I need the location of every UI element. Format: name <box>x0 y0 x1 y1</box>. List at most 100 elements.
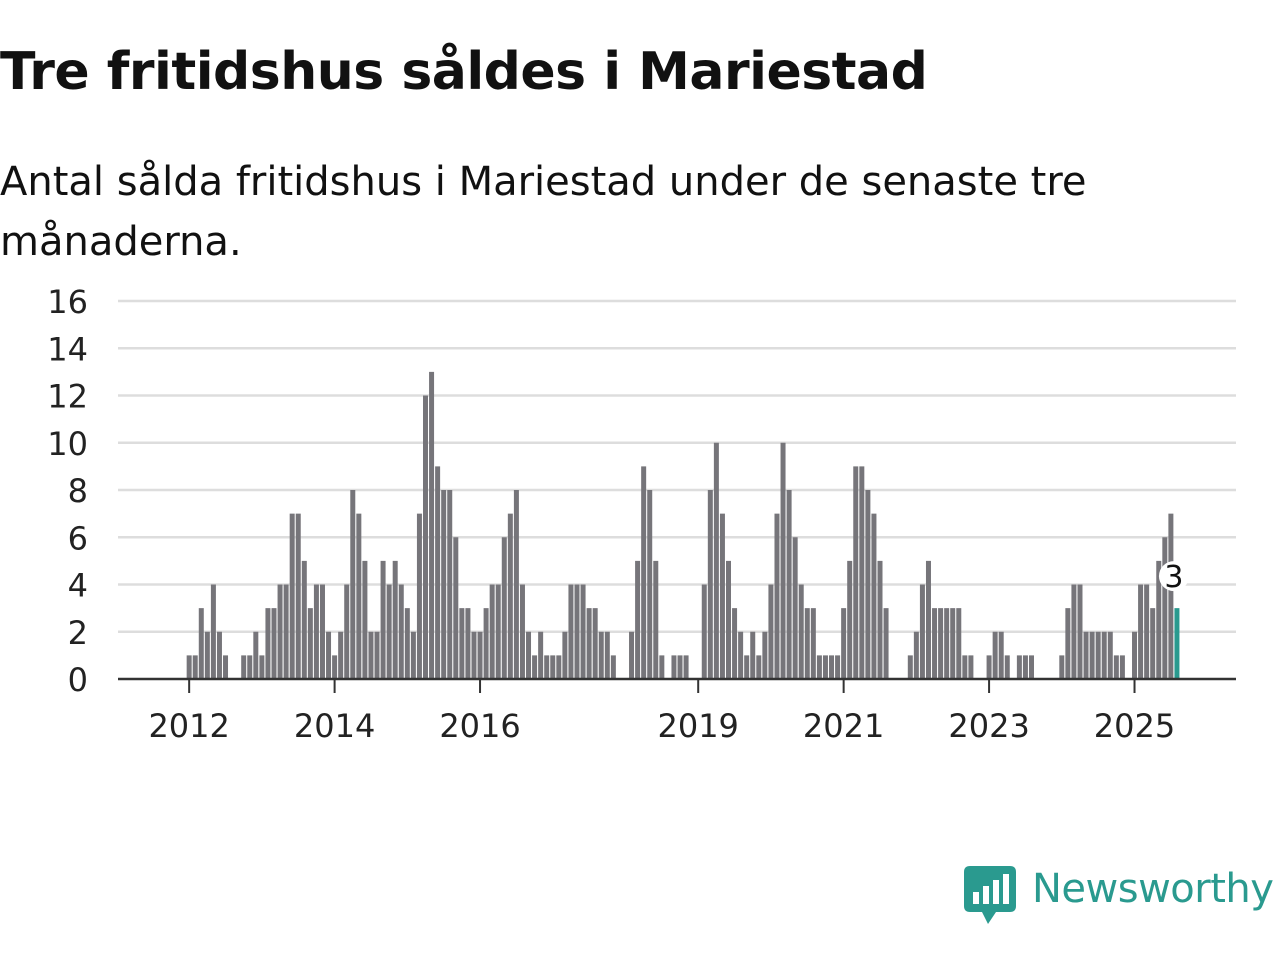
bar <box>253 631 259 679</box>
bar <box>944 608 950 680</box>
bar <box>562 631 568 679</box>
bar <box>532 655 538 680</box>
bar <box>223 655 229 680</box>
bar <box>1071 584 1077 679</box>
bar <box>265 608 271 680</box>
bar <box>301 560 307 680</box>
bar <box>338 631 344 679</box>
bar <box>277 584 283 679</box>
newsworthy-logo-icon <box>964 866 1016 924</box>
bar <box>501 537 507 679</box>
y-tick-label: 12 <box>47 378 88 416</box>
bar <box>374 631 380 679</box>
bar <box>713 442 719 679</box>
bar <box>938 608 944 680</box>
bar <box>259 655 265 680</box>
bar <box>198 608 204 680</box>
bar <box>326 631 332 679</box>
x-tick-label: 2019 <box>657 707 738 745</box>
bar <box>968 655 974 680</box>
bar <box>271 608 277 680</box>
bar <box>210 584 216 679</box>
bar <box>919 584 925 679</box>
bar <box>1004 655 1010 680</box>
bar <box>786 490 792 679</box>
bar <box>307 608 313 680</box>
bar <box>416 513 422 680</box>
bar <box>726 560 731 680</box>
bar <box>404 608 410 680</box>
bar <box>526 631 532 679</box>
bar <box>792 537 798 679</box>
bar <box>762 631 768 679</box>
bar <box>429 371 435 680</box>
y-tick-label: 10 <box>47 425 88 463</box>
bar <box>350 490 356 679</box>
bar <box>283 584 289 679</box>
bar <box>986 655 992 680</box>
bar <box>1150 608 1156 680</box>
bar <box>495 584 501 679</box>
bar <box>1113 655 1119 680</box>
bar <box>477 631 483 679</box>
bar <box>192 655 198 680</box>
bar <box>435 466 441 680</box>
bar <box>344 584 350 679</box>
bar <box>465 608 471 680</box>
x-tick-label: 2025 <box>1094 707 1175 745</box>
chart-subtitle: Antal sålda fritidshus i Mariestad under… <box>0 159 1087 265</box>
bar <box>932 608 938 680</box>
bar <box>604 631 610 679</box>
bar <box>1156 560 1162 680</box>
bar <box>544 655 550 680</box>
bar <box>877 560 883 680</box>
bar <box>556 655 562 680</box>
bar <box>707 490 713 679</box>
x-tick-label: 2012 <box>148 707 229 745</box>
bar <box>816 655 822 680</box>
bar <box>580 584 586 679</box>
bar <box>574 584 580 679</box>
bar <box>732 608 738 680</box>
bar <box>610 655 616 680</box>
bar <box>1101 631 1107 679</box>
bar <box>804 608 810 680</box>
bar <box>810 608 816 680</box>
annotations: 3 <box>1158 560 1189 595</box>
bar <box>538 631 544 679</box>
bar <box>586 608 592 680</box>
x-axis <box>118 677 1236 693</box>
bar <box>768 584 774 679</box>
y-tick-label: 4 <box>68 567 88 605</box>
bar <box>653 560 659 680</box>
chart-title: Tre fritidshus såldes i Mariestad <box>0 42 928 102</box>
bar <box>392 560 398 680</box>
newsworthy-logo: Newsworthy <box>962 864 1280 930</box>
bar <box>247 655 253 680</box>
bar <box>750 631 756 679</box>
bar <box>1065 608 1071 680</box>
bar <box>513 490 519 679</box>
bar <box>1029 655 1034 680</box>
bar <box>659 655 665 680</box>
bar <box>289 513 295 680</box>
bar <box>719 513 725 680</box>
bar <box>1138 584 1144 679</box>
x-axis-labels: 2012 2014 2016 2019 2021 2023 2025 <box>148 707 1175 745</box>
x-tick-label: 2016 <box>439 707 520 745</box>
bar <box>313 584 319 679</box>
bar <box>629 631 635 679</box>
bar <box>1107 631 1113 679</box>
bar <box>822 655 828 680</box>
bar <box>1095 631 1101 679</box>
bar <box>841 608 847 680</box>
bar <box>925 560 931 680</box>
bar <box>489 584 495 679</box>
highlight-label: 3 <box>1164 560 1183 595</box>
highlight-label-bg <box>1158 561 1189 592</box>
bar <box>865 490 871 679</box>
bar <box>453 537 459 679</box>
bar <box>829 655 835 680</box>
bar <box>386 584 392 679</box>
